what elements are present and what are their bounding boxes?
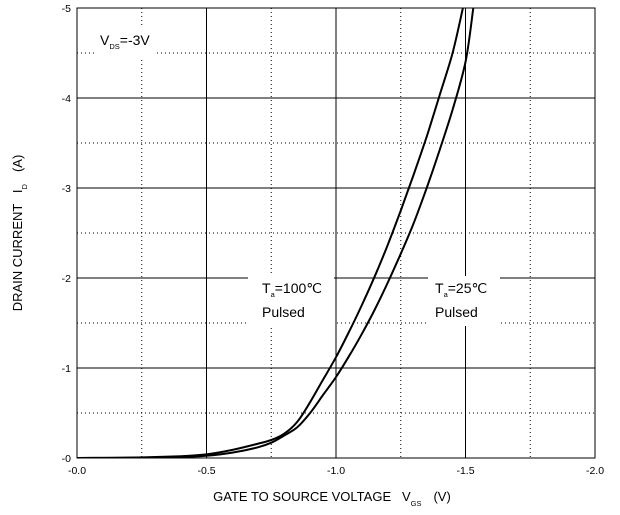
annotation-25c-label: Ta=25℃ xyxy=(435,280,487,299)
annotation-100c-pulsed: Pulsed xyxy=(262,304,305,320)
y-tick-label: -0 xyxy=(62,453,71,465)
y-tick-label: -1 xyxy=(62,363,71,375)
condition-value: =-3V xyxy=(120,32,151,48)
x-tick-label: -0.5 xyxy=(197,465,215,477)
y-tick-label: -5 xyxy=(62,3,71,15)
condition-main: V xyxy=(100,32,110,48)
x-tick-labels: -0.0 -0.5 -1.0 -1.5 -2.0 xyxy=(68,465,604,477)
annotation-25c-pulsed: Pulsed xyxy=(435,304,478,320)
x-axis-title: GATE TO SOURCE VOLTAGE VGS (V) xyxy=(213,489,451,508)
x-axis-title-unit: (V) xyxy=(433,489,450,504)
x-tick-label: -1.0 xyxy=(327,465,345,477)
annotation-100c-value: =100℃ xyxy=(275,280,322,296)
x-axis-title-main: GATE TO SOURCE VOLTAGE V xyxy=(213,489,411,504)
y-tick-label: -3 xyxy=(62,183,71,195)
condition-label-bg xyxy=(95,28,157,58)
x-tick-label: -1.5 xyxy=(456,465,474,477)
annotation-100c-main: T xyxy=(262,280,271,296)
annotation-25c-main: T xyxy=(435,280,444,296)
series-line-100c xyxy=(77,8,464,458)
x-tick-label: -2.0 xyxy=(586,465,604,477)
y-axis-title-main: DRAIN CURRENT I xyxy=(10,189,25,311)
series-line-25c xyxy=(77,8,475,458)
grid xyxy=(77,8,595,458)
plot-frame xyxy=(76,7,596,459)
annotation-100c-label: Ta=100℃ xyxy=(262,280,322,299)
x-tick-label: -0.0 xyxy=(68,465,86,477)
y-tick-labels: -0 -1 -2 -3 -4 -5 xyxy=(62,3,71,465)
y-axis-title-unit: (A) xyxy=(10,155,25,172)
annotation-25c-bg xyxy=(428,276,500,326)
y-tick-label: -2 xyxy=(62,273,71,285)
annotation-25c-sub: a xyxy=(444,290,449,299)
x-axis-title-sub: GS xyxy=(411,499,422,508)
annotation-25c-value: =25℃ xyxy=(448,280,487,296)
condition-sub: DS xyxy=(109,42,119,51)
y-axis-title-sub: D xyxy=(20,183,29,189)
condition-label: VDS=-3V xyxy=(100,32,150,51)
annotation-100c-bg xyxy=(248,276,334,326)
series-group xyxy=(77,8,475,458)
y-tick-label: -4 xyxy=(62,93,71,105)
y-axis-title: DRAIN CURRENT ID (A) xyxy=(10,155,29,312)
annotation-100c-sub: a xyxy=(271,290,276,299)
